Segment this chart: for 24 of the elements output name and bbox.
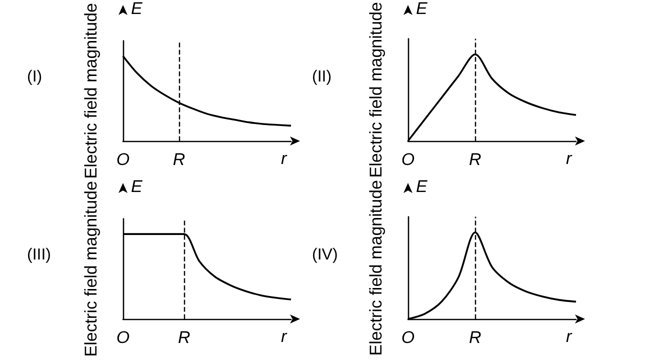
y-axis-title: Electric field magnitude	[366, 2, 386, 178]
x-axis-title: r	[566, 149, 573, 168]
text: (IV)	[312, 246, 338, 264]
text: (III)	[27, 246, 51, 264]
x-axis-title: r	[281, 149, 288, 168]
y-axis-title: Electric field magnitude	[82, 2, 100, 179]
text: E	[416, 177, 428, 196]
x-tick-label: R	[469, 328, 482, 347]
x-tick-label: O	[401, 150, 415, 169]
x-tick-label: O	[401, 328, 415, 347]
x-tick-label: R	[172, 150, 186, 169]
x-axis-title: r	[566, 327, 573, 346]
x-axis-title: r	[281, 327, 288, 346]
text: E	[416, 0, 428, 18]
x-tick-label: O	[116, 150, 130, 169]
x-tick-label: O	[116, 328, 130, 347]
y-axis-title: Electric field magnitude	[82, 180, 100, 357]
x-tick-label: R	[178, 328, 190, 347]
text: E	[131, 177, 143, 196]
y-axis-title: Electric field magnitude	[366, 180, 386, 356]
text: (II)	[312, 68, 332, 86]
text: E	[131, 0, 143, 18]
text: (I)	[27, 68, 42, 86]
x-tick-label: R	[469, 150, 482, 169]
